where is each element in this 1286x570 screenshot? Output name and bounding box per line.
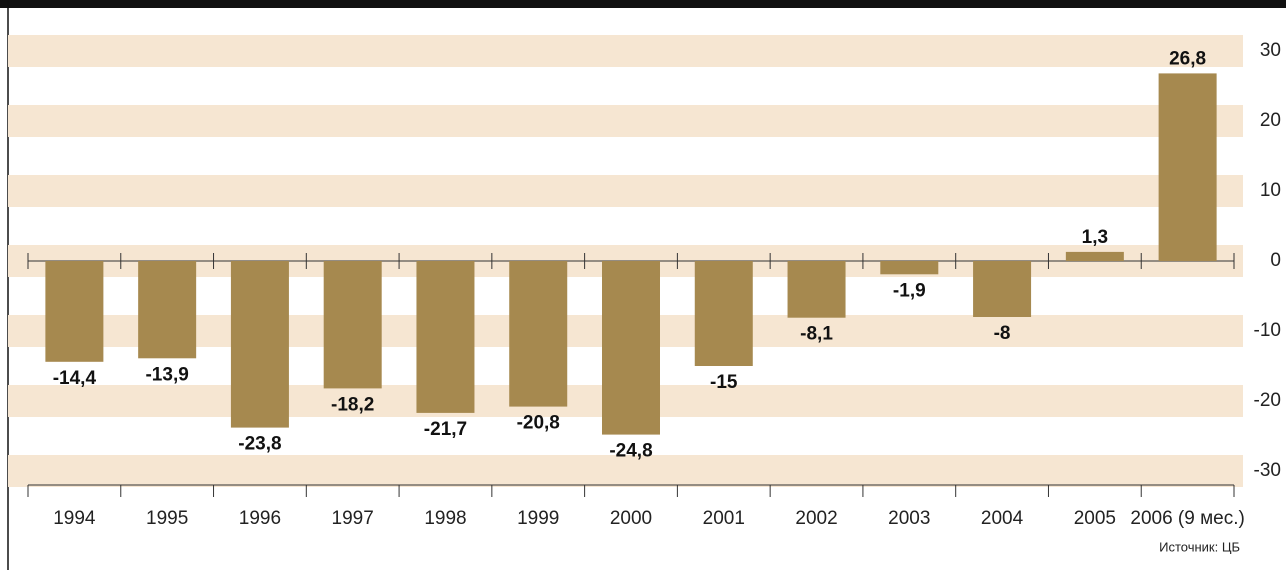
grid-band xyxy=(8,455,1243,487)
value-label: 26,8 xyxy=(1169,48,1206,69)
value-label: -13,9 xyxy=(145,364,188,385)
bar xyxy=(973,261,1032,317)
x-tick-label: 1998 xyxy=(424,508,466,529)
header-bar xyxy=(0,0,1286,8)
bar xyxy=(138,261,197,359)
x-tick-label: 2004 xyxy=(981,508,1024,529)
value-label: -20,8 xyxy=(517,413,560,434)
bar xyxy=(416,261,475,413)
x-tick-label: 1996 xyxy=(239,508,281,529)
value-label: -8 xyxy=(994,323,1011,344)
y-tick-label: -10 xyxy=(1254,320,1281,341)
x-tick-label: 1994 xyxy=(53,508,96,529)
bar xyxy=(1158,73,1217,262)
x-tick-label: 2005 xyxy=(1074,508,1116,529)
value-label: -14,4 xyxy=(53,368,97,389)
value-label: 1,3 xyxy=(1082,227,1108,248)
grid-band xyxy=(8,105,1243,137)
source: Источник: ЦБ xyxy=(1159,539,1240,554)
x-tick-label: 1999 xyxy=(517,508,559,529)
x-tick-label: 1997 xyxy=(332,508,374,529)
bar xyxy=(787,261,846,318)
x-tick-label: 2003 xyxy=(888,508,930,529)
bar xyxy=(323,261,382,389)
value-label: -18,2 xyxy=(331,394,374,415)
x-tick-label: 2001 xyxy=(703,508,745,529)
value-label: -23,8 xyxy=(238,434,281,455)
bar xyxy=(509,261,568,407)
y-tick-label: -20 xyxy=(1254,390,1281,411)
value-label: -24,8 xyxy=(609,441,652,462)
y-tick-label: 0 xyxy=(1270,250,1281,271)
x-tick-label: 2000 xyxy=(610,508,652,529)
x-tick-label: 2006 (9 мес.) xyxy=(1130,508,1244,529)
bar xyxy=(1065,251,1124,261)
bar xyxy=(880,261,939,275)
bar xyxy=(602,261,660,435)
value-label: -15 xyxy=(710,372,738,393)
y-tick-label: -30 xyxy=(1254,460,1281,481)
value-label: -1,9 xyxy=(893,280,926,301)
bar xyxy=(694,261,753,366)
bar xyxy=(230,261,289,428)
y-tick-label: 10 xyxy=(1260,180,1281,201)
bar xyxy=(45,261,104,362)
grid-band xyxy=(8,35,1243,67)
x-tick-label: 1995 xyxy=(146,508,188,529)
y-tick-label: 20 xyxy=(1260,110,1281,131)
grid-band xyxy=(8,175,1243,207)
value-label: -21,7 xyxy=(424,419,467,440)
y-tick-label: 30 xyxy=(1260,40,1281,61)
value-label: -8,1 xyxy=(800,324,833,345)
x-tick-label: 2002 xyxy=(795,508,837,529)
